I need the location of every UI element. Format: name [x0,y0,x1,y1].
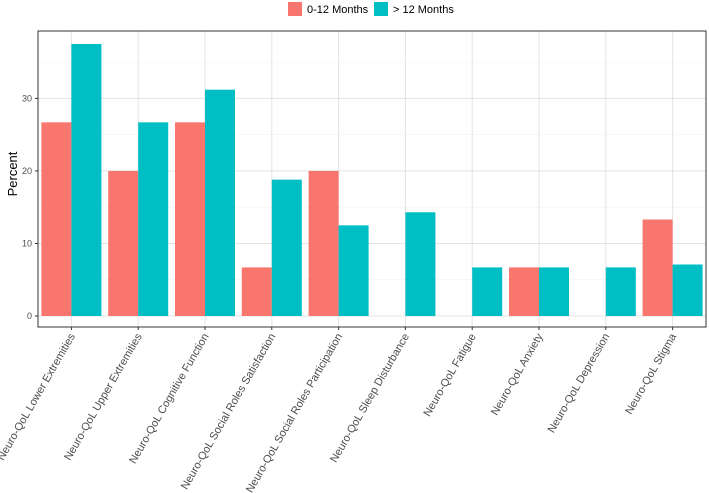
bar-0-12-months [642,219,673,316]
y-tick-label: 30 [22,93,32,103]
bar-0-12-months [175,122,205,316]
legend-key-0-12-months [288,2,302,16]
bar-over-12-months [672,264,703,316]
legend-key-over-12-months [374,2,388,16]
bar-0-12-months [308,170,339,316]
legend-label-0-12-months: 0-12 Months [307,4,369,16]
legend: 0-12 Months > 12 Months [288,2,454,16]
x-tick-label: Neuro-QoL Anxiety [489,331,546,418]
bar-over-12-months [338,225,369,316]
bar-over-12-months [205,89,235,316]
plot-area [37,30,707,328]
y-tick-label: 0 [27,311,32,321]
x-tick-label: Neuro-QoL Cognitive Function [127,332,211,466]
legend-label-over-12-months: > 12 Months [393,4,454,16]
bar-over-12-months [405,212,436,316]
bar-over-12-months [71,44,102,316]
bar-0-12-months [41,122,72,316]
y-axis-title: Percent [5,151,20,196]
y-tick-label: 20 [22,166,32,176]
bar-0-12-months [108,170,139,316]
bar-0-12-months [509,267,539,316]
x-tick-label: Neuro-QoL Sleep Disturbance [328,332,412,465]
bar-0-12-months [241,267,272,316]
x-tick-label: Neuro-QoL Depression [546,332,613,436]
y-tick-label: 10 [22,238,32,248]
bar-over-12-months [271,179,302,316]
x-tick-label: Neuro-QoL Lower Extremities [0,331,78,463]
bar-over-12-months [138,122,169,316]
bar-over-12-months [605,267,636,316]
x-tick-label: Neuro-QoL Upper Extremities [62,331,145,463]
x-tick-label: Neuro-QoL Fatigue [422,332,479,419]
bar-over-12-months [472,267,503,316]
x-tick-label: Neuro-QoL Stigma [623,331,679,417]
plot-border [37,30,707,328]
bar-over-12-months [539,267,569,316]
